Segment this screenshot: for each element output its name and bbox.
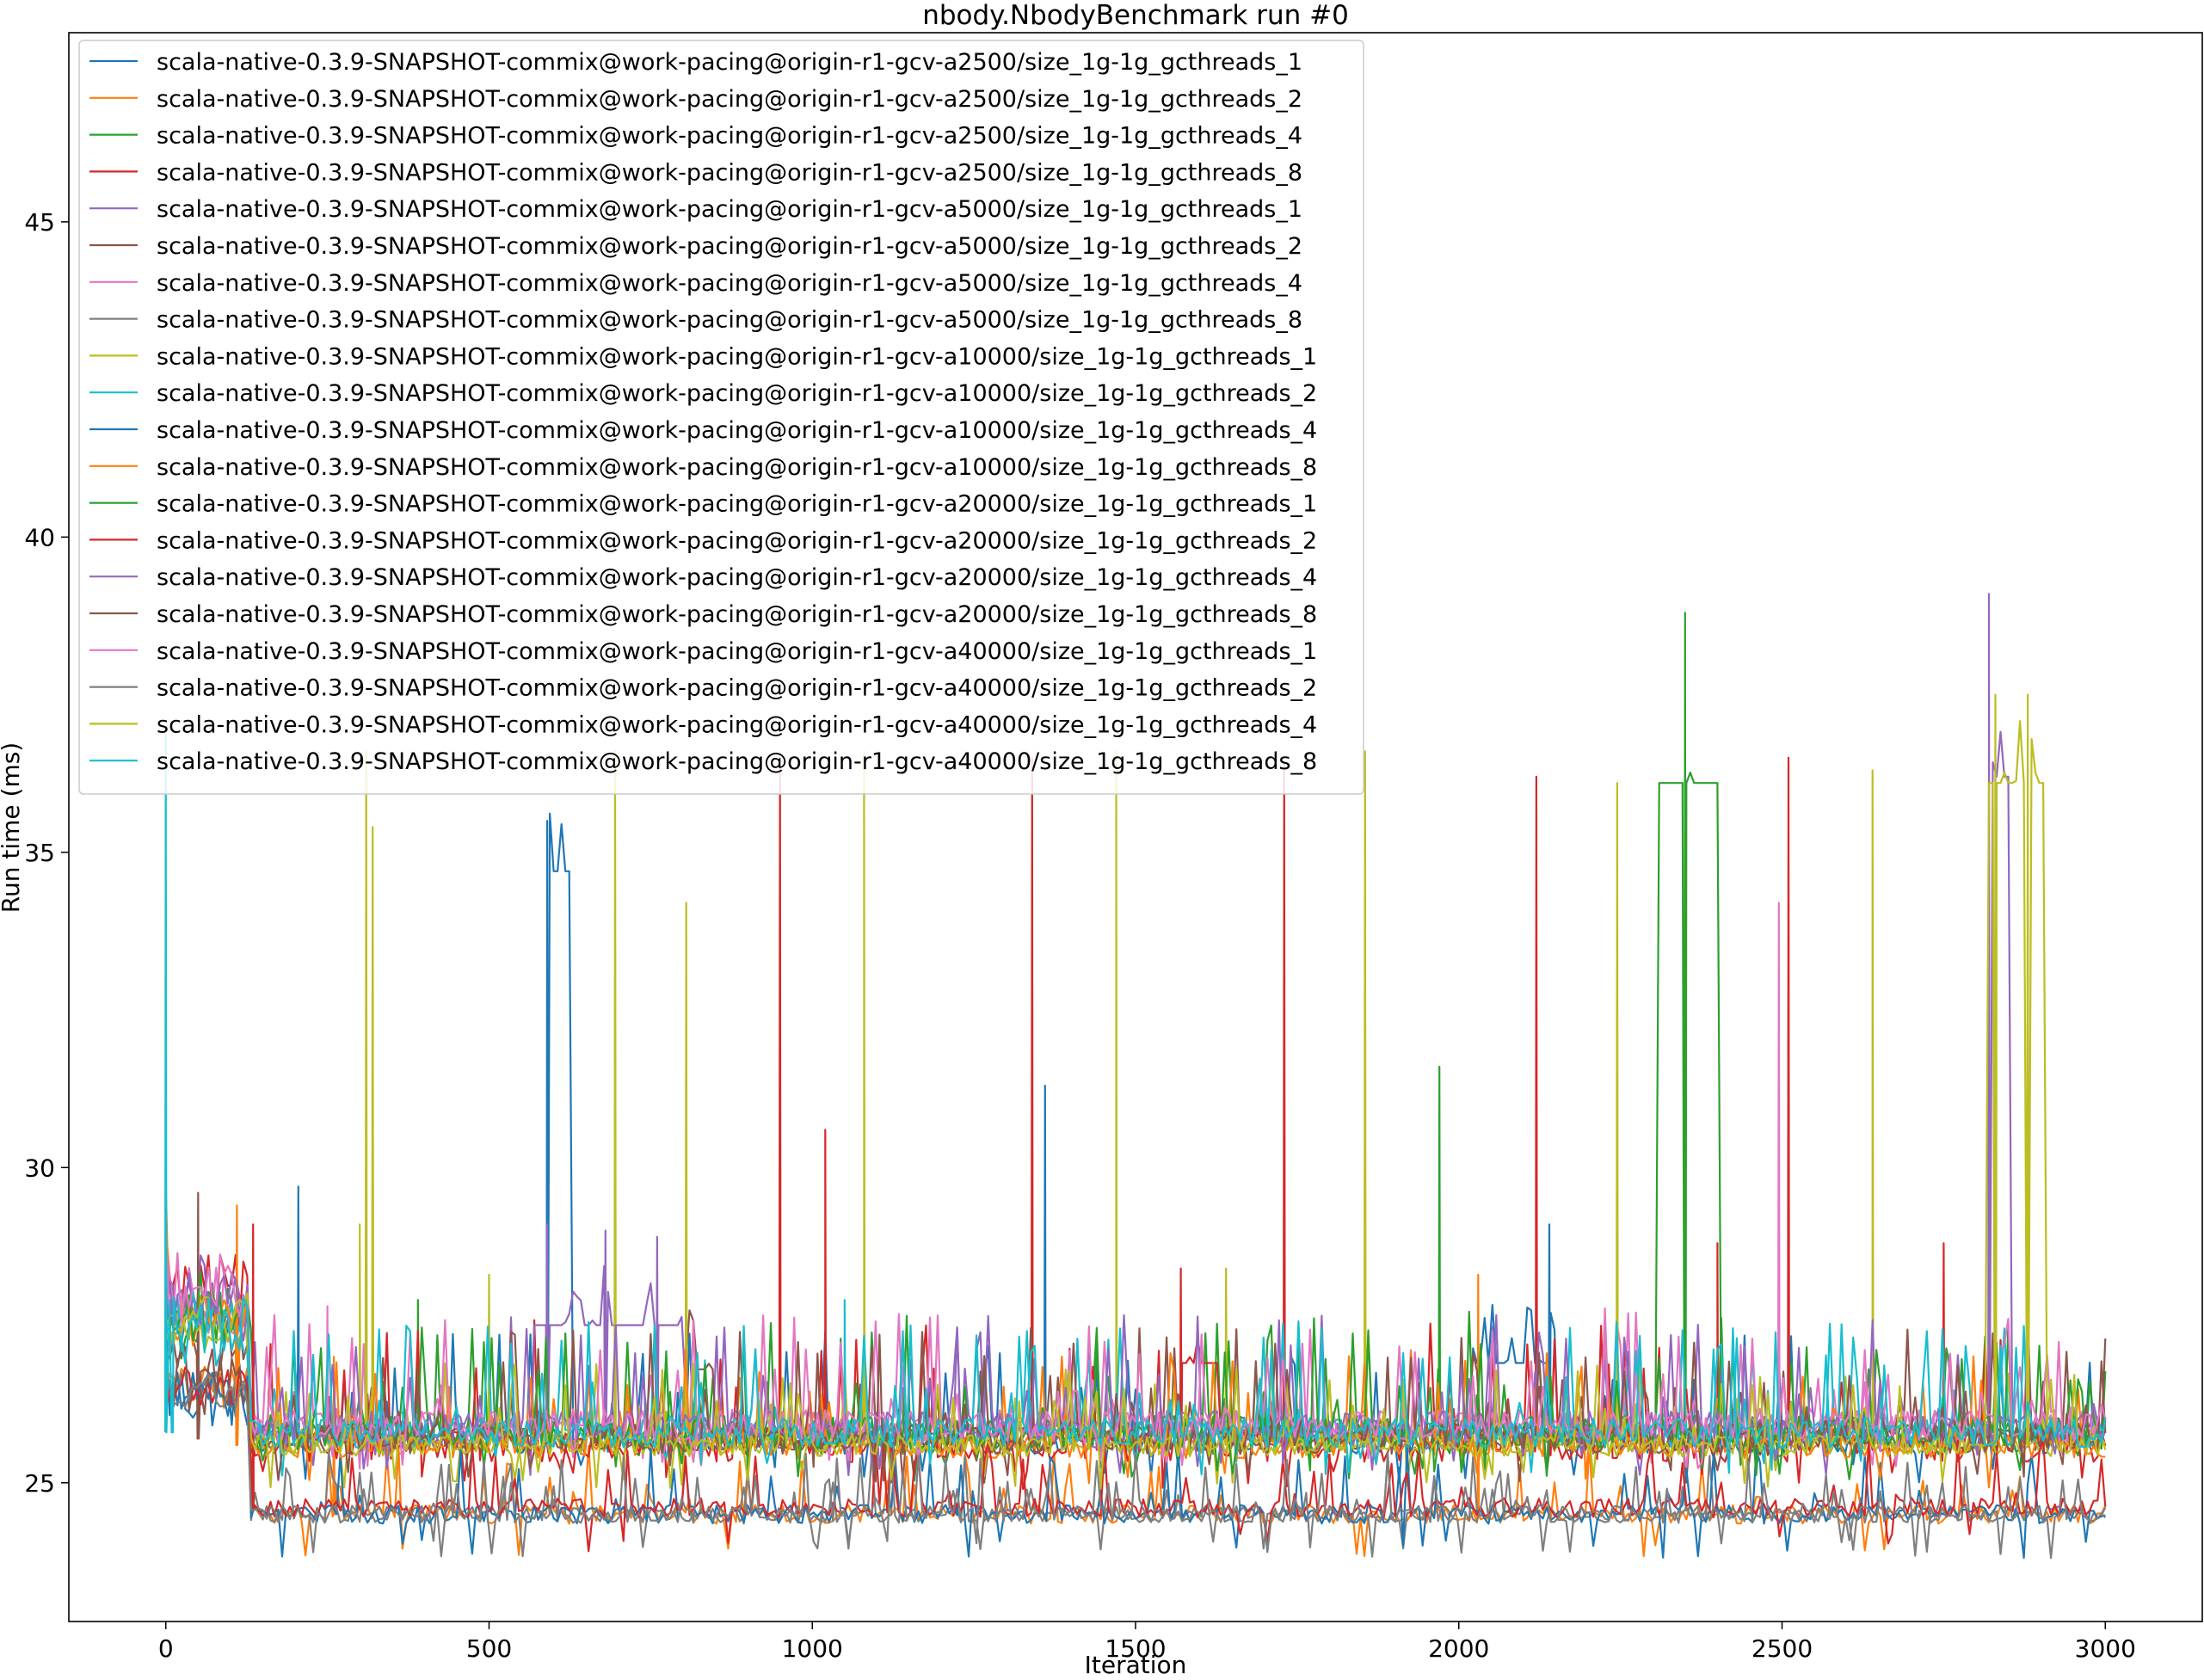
- legend-entry: scala-native-0.3.9-SNAPSHOT-commix@work-…: [157, 491, 1317, 518]
- y-tick-label: 40: [24, 523, 55, 551]
- chart-title: nbody.NbodyBenchmark run #0: [922, 0, 1349, 31]
- series-line: [164, 756, 2107, 1490]
- series-line: [163, 728, 2107, 1476]
- legend-entry: scala-native-0.3.9-SNAPSHOT-commix@work-…: [157, 711, 1317, 738]
- y-tick-label: 35: [24, 839, 55, 867]
- x-tick-label: 2000: [1428, 1634, 1489, 1663]
- y-tick-label: 45: [24, 208, 55, 237]
- legend-entry: scala-native-0.3.9-SNAPSHOT-commix@work-…: [157, 675, 1317, 702]
- legend-entry: scala-native-0.3.9-SNAPSHOT-commix@work-…: [157, 86, 1302, 113]
- legend-box: [78, 40, 1364, 795]
- x-tick-label: 1500: [1105, 1634, 1166, 1663]
- series-line: [164, 902, 2107, 1470]
- legend-entry: scala-native-0.3.9-SNAPSHOT-commix@work-…: [157, 638, 1317, 665]
- series-line: [164, 1371, 2106, 1560]
- x-tick-label: 500: [466, 1634, 512, 1663]
- series-line: [164, 1223, 2107, 1553]
- legend-entry: scala-native-0.3.9-SNAPSHOT-commix@work-…: [157, 527, 1317, 554]
- legend-entry: scala-native-0.3.9-SNAPSHOT-commix@work-…: [157, 343, 1317, 370]
- series-line: [164, 693, 2107, 1490]
- legend-entry: scala-native-0.3.9-SNAPSHOT-commix@work-…: [157, 601, 1317, 628]
- x-axis: 0 500 1000 1500 2000 2500 3000: [158, 1622, 2136, 1663]
- legend-entry: scala-native-0.3.9-SNAPSHOT-commix@work-…: [157, 233, 1302, 260]
- legend-entry: scala-native-0.3.9-SNAPSHOT-commix@work-…: [157, 454, 1317, 481]
- series-line: [164, 812, 2106, 1484]
- series-line: [164, 1374, 2107, 1560]
- series-line: [164, 1242, 2107, 1469]
- legend-entry: scala-native-0.3.9-SNAPSHOT-commix@work-…: [157, 49, 1302, 76]
- x-axis-label: Iteration: [1085, 1651, 1187, 1679]
- series-layer: [163, 593, 2107, 1560]
- y-axis: 25 30 35 40 45: [24, 208, 69, 1498]
- legend-entry: scala-native-0.3.9-SNAPSHOT-commix@work-…: [157, 270, 1302, 297]
- legend-entry: scala-native-0.3.9-SNAPSHOT-commix@work-…: [157, 159, 1302, 186]
- legend-entry: scala-native-0.3.9-SNAPSHOT-commix@work-…: [157, 380, 1317, 407]
- legend-entry: scala-native-0.3.9-SNAPSHOT-commix@work-…: [157, 196, 1302, 223]
- legend: scala-native-0.3.9-SNAPSHOT-commix@work-…: [78, 40, 1364, 795]
- legend-entry: scala-native-0.3.9-SNAPSHOT-commix@work-…: [157, 123, 1302, 150]
- x-tick-label: 2500: [1752, 1634, 1813, 1663]
- y-axis-label: Run time (ms): [0, 742, 25, 913]
- x-tick-label: 3000: [2075, 1634, 2136, 1663]
- x-tick-label: 0: [158, 1634, 174, 1663]
- y-tick-label: 30: [24, 1154, 55, 1182]
- legend-entry: scala-native-0.3.9-SNAPSHOT-commix@work-…: [157, 748, 1317, 775]
- legend-entry: scala-native-0.3.9-SNAPSHOT-commix@work-…: [157, 307, 1302, 334]
- legend-entry: scala-native-0.3.9-SNAPSHOT-commix@work-…: [157, 564, 1317, 591]
- legend-entry: scala-native-0.3.9-SNAPSHOT-commix@work-…: [157, 417, 1317, 444]
- series-line: [164, 750, 2107, 1489]
- y-tick-label: 25: [24, 1469, 55, 1498]
- x-tick-label: 1000: [782, 1634, 843, 1663]
